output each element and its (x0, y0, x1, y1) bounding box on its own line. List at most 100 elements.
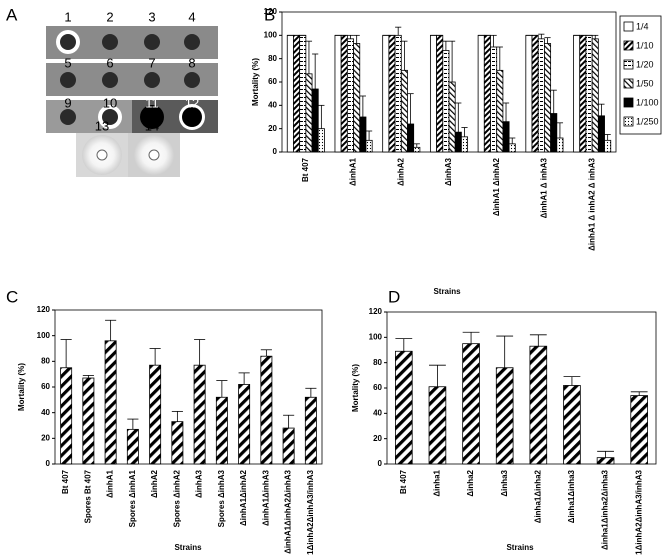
x-tick-label: Spores ΔinhA3 (217, 469, 226, 527)
x-tick-label: ΔinhA1ΔinhA3 (261, 469, 270, 525)
y-tick-label: 100 (37, 331, 51, 340)
colony (102, 109, 118, 125)
bar (556, 137, 564, 153)
colony (182, 107, 202, 127)
x-tick-label: Bt 407 (301, 157, 310, 182)
x-tick-label: ΔinhA1 (349, 157, 358, 186)
colony (60, 34, 76, 50)
y-tick-label: 120 (264, 7, 278, 16)
x-tick-label: ΔinhA2 (396, 157, 405, 186)
plate-photo: A (6, 5, 218, 177)
x-axis-title: Strains (174, 543, 202, 552)
bar (483, 34, 491, 153)
panel-label: B (264, 5, 275, 24)
well-number: 9 (64, 95, 71, 110)
bar (282, 427, 295, 465)
bar (585, 34, 593, 153)
y-tick-label: 20 (268, 124, 277, 133)
bar (346, 38, 354, 153)
y-tick-label: 80 (268, 54, 277, 63)
bar (502, 121, 510, 153)
bar (462, 343, 480, 465)
y-tick-label: 60 (373, 383, 382, 392)
bar (382, 34, 390, 153)
panel-label: D (388, 287, 400, 306)
bar (317, 128, 325, 153)
bar (126, 428, 139, 465)
x-tick-label: Spores Bt 407 (83, 469, 92, 523)
y-axis-title: Mortality (%) (251, 58, 260, 106)
bar (544, 43, 552, 153)
bar (529, 345, 548, 465)
colony (148, 149, 160, 161)
colony (60, 72, 76, 88)
well-number: 5 (64, 55, 71, 70)
well-number: 12 (185, 95, 199, 110)
colony (144, 72, 160, 88)
bar (238, 384, 251, 465)
well-number: 7 (148, 55, 155, 70)
legend-label: 1/10 (636, 40, 654, 50)
y-tick-label: 20 (41, 433, 50, 442)
bar (311, 88, 319, 153)
well-number: 1 (64, 9, 71, 24)
bar (193, 364, 206, 465)
legend-swatch (623, 40, 634, 51)
colony (184, 72, 200, 88)
x-tick-label: ΔinhA2 (150, 469, 159, 498)
y-tick-label: 100 (369, 332, 383, 341)
y-tick-label: 120 (37, 305, 51, 314)
bar (429, 34, 437, 153)
panel-label: C (6, 287, 18, 306)
legend-label: 1/250 (636, 116, 659, 126)
bar (448, 81, 456, 153)
y-tick-label: 40 (268, 100, 277, 109)
y-axis-title: Mortality (%) (17, 363, 26, 411)
well-number: 14 (145, 118, 159, 133)
bar (563, 385, 581, 465)
bar (442, 50, 450, 153)
bar (293, 34, 301, 153)
x-tick-label: Spores ΔinhA2 (172, 469, 181, 527)
x-tick-label: Δinha1Δinha3 (567, 469, 576, 523)
well-number: 10 (103, 95, 117, 110)
x-tick-label: ΔinhA1 Δ inhA2 Δ inhA3 (587, 157, 596, 250)
bar (407, 123, 415, 153)
bar (508, 143, 516, 153)
y-tick-label: 120 (369, 307, 383, 316)
colony (144, 34, 160, 50)
x-tick-label: Δinha1Δinha2 (533, 469, 542, 523)
legend-swatch (623, 116, 634, 127)
bar (286, 34, 294, 153)
bar (413, 146, 421, 153)
bar (591, 38, 599, 153)
x-axis-title: Strains (506, 543, 534, 552)
bar (537, 38, 545, 153)
colony (96, 149, 108, 161)
bar (171, 421, 184, 465)
bar (305, 73, 313, 153)
legend-label: 1/100 (636, 97, 659, 107)
bar (428, 386, 447, 465)
bar (82, 377, 95, 465)
bar (394, 34, 402, 153)
bar (104, 340, 117, 465)
legend-box (619, 15, 662, 135)
well-number: 4 (188, 9, 195, 24)
legend-swatch (623, 21, 634, 32)
bar (604, 139, 612, 153)
y-tick-label: 60 (268, 77, 277, 86)
legend-swatch (623, 97, 634, 108)
x-tick-label: ΔinhA3 (444, 157, 453, 186)
bar (496, 69, 504, 153)
bar (299, 34, 307, 153)
bar (477, 34, 485, 153)
bar (340, 34, 348, 153)
bar (630, 395, 648, 465)
bar (573, 34, 581, 153)
bar (359, 116, 367, 153)
bar (525, 34, 533, 153)
plot-frame (54, 309, 323, 465)
bar (260, 355, 273, 465)
